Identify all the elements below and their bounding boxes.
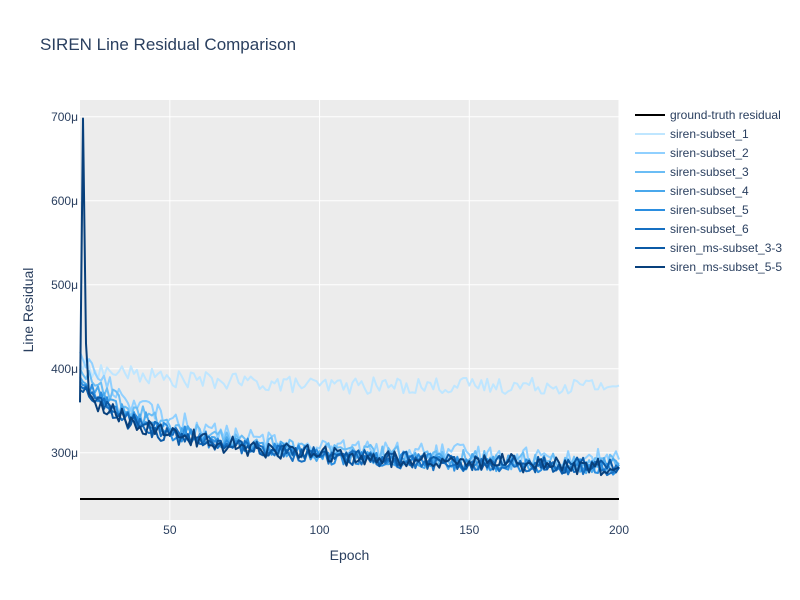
legend-item-siren-subset-1[interactable]: siren-subset_1 bbox=[635, 127, 749, 141]
legend[interactable]: ground-truth residual siren-subset_1siren… bbox=[635, 108, 782, 274]
legend-item-siren-subset-4[interactable]: siren-subset_4 bbox=[635, 184, 749, 198]
chart-title: SIREN Line Residual Comparison bbox=[40, 35, 296, 54]
y-tick-label: 300μ bbox=[51, 446, 78, 460]
legend-label: siren_ms-subset_5-5 bbox=[670, 260, 782, 274]
legend-label: siren-subset_4 bbox=[670, 184, 749, 198]
y-tick-label: 700μ bbox=[51, 110, 78, 124]
legend-label: siren-subset_1 bbox=[670, 127, 749, 141]
legend-label: siren_ms-subset_3-3 bbox=[670, 241, 782, 255]
y-axis-title: Line Residual bbox=[20, 268, 36, 353]
legend-item-siren-subset-2[interactable]: siren-subset_2 bbox=[635, 146, 749, 160]
legend-item-siren-ms-subset-5-5[interactable]: siren_ms-subset_5-5 bbox=[635, 260, 782, 274]
y-axis-ticks: 300μ 400μ 500μ 600μ 700μ bbox=[51, 110, 78, 460]
grid bbox=[80, 100, 620, 520]
series-line-siren-ms-subset-3-3 bbox=[79, 386, 620, 475]
legend-label: siren-subset_2 bbox=[670, 146, 749, 160]
x-tick-label: 200 bbox=[609, 523, 629, 537]
legend-label: siren-subset_6 bbox=[670, 222, 749, 236]
x-tick-label: 150 bbox=[459, 523, 479, 537]
series-line-siren-ms-subset-5-5 bbox=[79, 117, 620, 477]
legend-label: ground-truth residual bbox=[670, 108, 781, 122]
legend-item-ground-truth-residual[interactable]: ground-truth residual bbox=[635, 108, 781, 122]
legend-item-siren-subset-5[interactable]: siren-subset_5 bbox=[635, 203, 749, 217]
x-tick-label: 50 bbox=[163, 523, 177, 537]
legend-item-siren-ms-subset-3-3[interactable]: siren_ms-subset_3-3 bbox=[635, 241, 782, 255]
legend-item-siren-subset-3[interactable]: siren-subset_3 bbox=[635, 165, 749, 179]
y-tick-label: 500μ bbox=[51, 278, 78, 292]
legend-label: siren-subset_5 bbox=[670, 203, 749, 217]
series-lines bbox=[79, 117, 620, 500]
x-axis-title: Epoch bbox=[330, 547, 370, 563]
x-axis-ticks: 50 100 150 200 bbox=[163, 523, 629, 537]
series-line-siren-subset-1 bbox=[79, 357, 620, 395]
x-tick-label: 100 bbox=[310, 523, 330, 537]
y-tick-label: 600μ bbox=[51, 194, 78, 208]
y-tick-label: 400μ bbox=[51, 362, 78, 376]
legend-item-siren-subset-6[interactable]: siren-subset_6 bbox=[635, 222, 749, 236]
series-line-siren-subset-3 bbox=[79, 368, 620, 472]
legend-label: siren-subset_3 bbox=[670, 165, 749, 179]
